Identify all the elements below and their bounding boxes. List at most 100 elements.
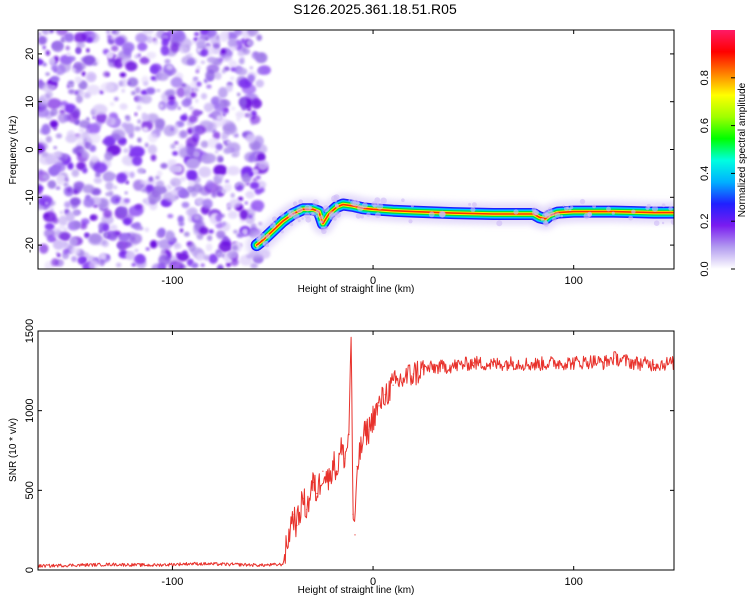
noise-blob — [228, 198, 242, 209]
noise-blob — [101, 240, 107, 245]
noise-blob — [174, 141, 179, 145]
noise-blob — [65, 134, 77, 143]
noise-blob — [203, 102, 214, 113]
noise-blob — [86, 117, 90, 122]
snr-line-layer — [38, 331, 674, 568]
noise-blob — [50, 75, 60, 83]
ridge-speckle — [552, 217, 557, 222]
noise-blob — [75, 119, 80, 125]
ridge-speckle — [334, 203, 339, 207]
noise-blob — [73, 221, 82, 229]
noise-blob — [111, 129, 126, 141]
snr-line — [38, 336, 674, 568]
noise-blob — [190, 191, 198, 197]
noise-blob — [125, 117, 131, 122]
ridge-speckle — [322, 205, 330, 213]
noise-blob — [137, 137, 142, 143]
noise-blob — [250, 262, 258, 269]
noise-blob — [212, 131, 221, 140]
noise-blob — [46, 235, 56, 243]
ridge-speckle — [611, 211, 615, 215]
snr-point — [372, 416, 374, 418]
ridge-speckle — [668, 206, 673, 211]
noise-blob — [170, 77, 183, 88]
ridge-speckle — [320, 226, 326, 232]
noise-blob — [252, 168, 259, 174]
noise-blob — [55, 186, 61, 190]
noise-blob — [129, 146, 145, 158]
noise-blob — [222, 123, 237, 135]
spectrogram-y-tick-label: 10 — [24, 96, 36, 108]
noise-blob — [75, 133, 83, 142]
ridge-speckle — [653, 220, 660, 226]
colorbar-tick-label: 0.8 — [699, 70, 711, 85]
noise-blob — [121, 250, 126, 255]
snr-point — [452, 365, 454, 367]
noise-blob — [216, 115, 222, 121]
noise-blob — [105, 116, 116, 127]
spectrogram-y-tick-label: 0 — [24, 146, 36, 152]
snr-point — [356, 465, 358, 467]
noise-blob — [223, 147, 232, 154]
ridge-speckle — [472, 202, 477, 208]
noise-blob — [113, 96, 119, 102]
snr-point — [306, 508, 308, 511]
noise-blob — [228, 60, 238, 68]
snr-point — [340, 448, 342, 450]
noise-blob — [118, 232, 130, 243]
noise-blob — [249, 66, 253, 70]
noise-blob — [142, 30, 154, 35]
noise-blob — [88, 260, 99, 269]
snr-point — [292, 513, 294, 515]
ridge-speckle — [468, 202, 472, 206]
snr-x-tick-label: -100 — [161, 576, 183, 588]
noise-blob — [198, 166, 212, 178]
ridge-speckle — [568, 207, 572, 212]
noise-blob — [79, 147, 87, 156]
noise-blob — [215, 143, 223, 151]
noise-blob — [71, 255, 78, 263]
ridge-speckle — [315, 214, 319, 218]
noise-blob — [237, 50, 245, 57]
noise-blob — [152, 39, 159, 45]
noise-blob — [67, 188, 71, 193]
noise-blob — [73, 181, 85, 190]
ridge-speckle — [257, 234, 262, 239]
snr-point — [111, 563, 113, 566]
ridge-speckle — [301, 217, 304, 220]
spectrogram-y-tick-label: -10 — [24, 189, 36, 205]
noise-blob — [230, 46, 235, 51]
noise-blob — [109, 231, 118, 242]
snr-point — [364, 432, 366, 434]
ridge-speckle — [289, 209, 296, 217]
noise-blob — [69, 236, 79, 247]
noise-blob — [179, 45, 189, 54]
noise-blob — [148, 176, 154, 182]
noise-blob — [238, 196, 244, 201]
noise-blob — [136, 104, 142, 111]
noise-blob — [55, 30, 68, 36]
noise-blob — [102, 171, 115, 183]
noise-blob — [56, 64, 66, 75]
ridge-speckle — [289, 222, 294, 227]
noise-blob — [213, 164, 228, 176]
ridge-speckle — [312, 199, 319, 206]
noise-blob — [111, 45, 119, 52]
noise-blob — [191, 262, 199, 269]
noise-blob — [79, 91, 85, 97]
noise-blob — [99, 90, 104, 95]
noise-blob — [69, 197, 81, 207]
noise-blob — [165, 89, 176, 97]
noise-blob — [65, 45, 70, 51]
noise-blob — [129, 171, 135, 178]
noise-blob — [190, 80, 198, 89]
noise-blob — [249, 171, 254, 177]
noise-blob — [168, 239, 175, 244]
noise-blob — [156, 89, 161, 92]
noise-blob — [180, 114, 188, 122]
noise-blob — [65, 211, 75, 222]
ridge-speckle — [410, 204, 414, 208]
noise-blob — [155, 175, 160, 180]
snr-point — [296, 524, 298, 527]
